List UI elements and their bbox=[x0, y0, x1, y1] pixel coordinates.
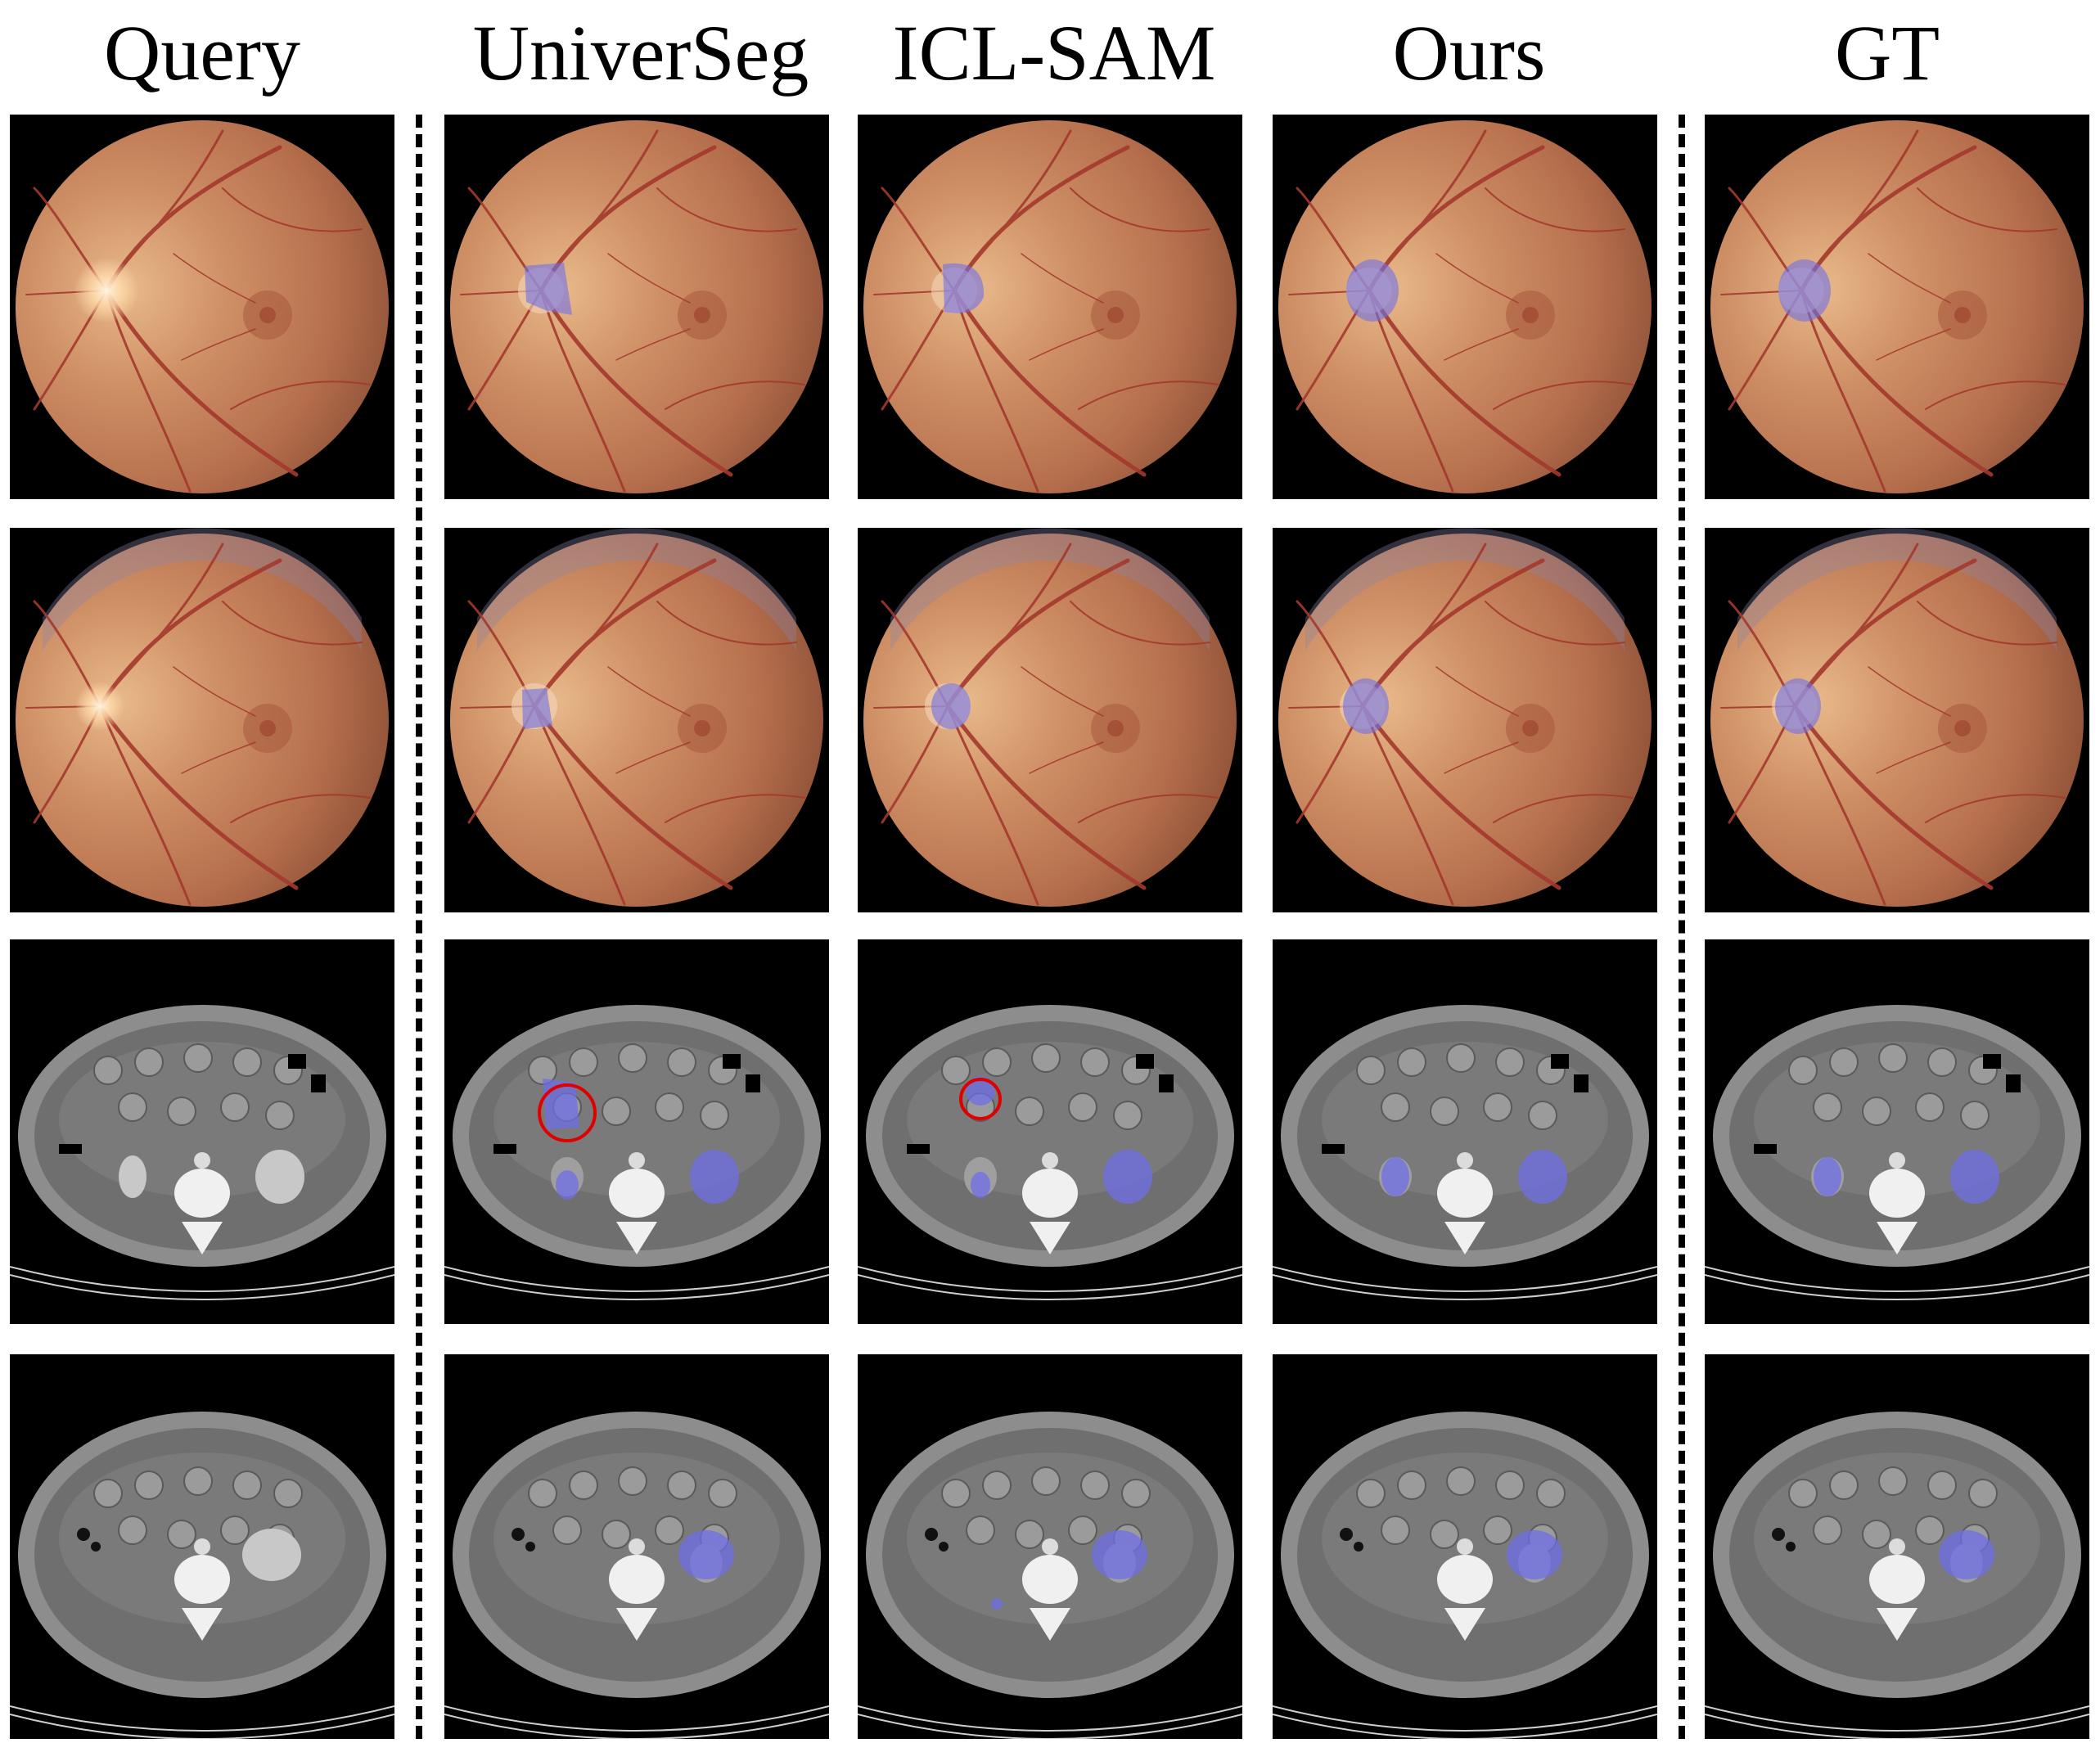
fundus-disc bbox=[863, 120, 1237, 493]
fundus-image bbox=[1710, 120, 2084, 493]
image-ours-row-2 bbox=[1273, 528, 1657, 912]
ct-image bbox=[858, 1005, 1242, 1300]
column-header-universeg: UniverSeg bbox=[472, 9, 809, 97]
column-header-query: Query bbox=[104, 9, 300, 97]
image-ours-row-3 bbox=[1273, 939, 1657, 1324]
fundus-disc bbox=[16, 534, 389, 907]
fundus-image bbox=[1278, 528, 1652, 907]
segmentation-mask bbox=[1778, 259, 1831, 322]
fundus-disc bbox=[863, 534, 1237, 907]
fundus-image bbox=[863, 120, 1237, 493]
image-universeg-row-3 bbox=[444, 939, 829, 1324]
fundus-disc bbox=[1278, 534, 1652, 907]
segmentation-mask bbox=[1507, 1530, 1562, 1579]
ct-image bbox=[1273, 1412, 1657, 1739]
fundus-image bbox=[16, 528, 389, 907]
segmentation-mask bbox=[1343, 678, 1389, 734]
image-gt-row-4 bbox=[1705, 1354, 2089, 1739]
segmentation-mask bbox=[1381, 1150, 1567, 1204]
column-header-ours: Ours bbox=[1392, 9, 1546, 97]
ct-image bbox=[1705, 1412, 2089, 1739]
error-circle bbox=[538, 1083, 597, 1142]
image-icl-sam-row-1 bbox=[858, 115, 1242, 499]
dashed-divider-left bbox=[416, 115, 422, 1739]
segmentation-mask bbox=[1939, 1530, 1994, 1579]
fundus-image bbox=[450, 528, 823, 907]
column-header-icl-sam: ICL-SAM bbox=[892, 9, 1216, 97]
segmentation-mask bbox=[1775, 678, 1821, 734]
fundus-disc bbox=[1710, 120, 2084, 493]
fundus-image bbox=[1278, 120, 1652, 493]
segmentation-mask bbox=[525, 263, 572, 315]
image-query-row-4 bbox=[10, 1354, 394, 1739]
ct-image bbox=[1273, 1005, 1657, 1300]
fundus-disc bbox=[450, 534, 823, 907]
image-gt-row-2 bbox=[1705, 528, 2089, 912]
fundus-disc bbox=[16, 120, 389, 493]
image-gt-row-3 bbox=[1705, 939, 2089, 1324]
fundus-image bbox=[16, 120, 389, 493]
segmentation-mask bbox=[931, 683, 971, 729]
ct-image bbox=[858, 1412, 1242, 1739]
fundus-image bbox=[1710, 528, 2084, 907]
ct-image bbox=[444, 1412, 829, 1739]
image-universeg-row-4 bbox=[444, 1354, 829, 1739]
segmentation-mask bbox=[1814, 1150, 1999, 1204]
segmentation-mask bbox=[1346, 259, 1399, 322]
ct-image bbox=[1705, 1005, 2089, 1300]
ct-image bbox=[444, 1005, 829, 1300]
image-icl-sam-row-2 bbox=[858, 528, 1242, 912]
segmentation-mask bbox=[991, 1530, 1147, 1610]
image-gt-row-1 bbox=[1705, 115, 2089, 499]
fundus-image bbox=[863, 528, 1237, 907]
fundus-disc bbox=[1710, 534, 2084, 907]
image-universeg-row-1 bbox=[444, 115, 829, 499]
ct-image bbox=[10, 1412, 394, 1739]
image-icl-sam-row-4 bbox=[858, 1354, 1242, 1739]
fundus-image bbox=[450, 120, 823, 493]
fundus-disc bbox=[450, 120, 823, 493]
image-ours-row-1 bbox=[1273, 115, 1657, 499]
error-circle bbox=[959, 1078, 1002, 1120]
fundus-disc bbox=[1278, 120, 1652, 493]
image-query-row-3 bbox=[10, 939, 394, 1324]
segmentation-mask bbox=[943, 263, 985, 313]
segmentation-mask bbox=[966, 1076, 1152, 1204]
segmentation-mask bbox=[543, 1079, 739, 1204]
dashed-divider-right bbox=[1679, 115, 1685, 1739]
column-header-gt: GT bbox=[1835, 9, 1940, 97]
image-icl-sam-row-3 bbox=[858, 939, 1242, 1324]
ct-image bbox=[10, 1005, 394, 1300]
image-universeg-row-2 bbox=[444, 528, 829, 912]
image-query-row-2 bbox=[10, 528, 394, 912]
segmentation-mask bbox=[678, 1530, 734, 1579]
segmentation-mask bbox=[522, 688, 552, 729]
image-query-row-1 bbox=[10, 115, 394, 499]
image-ours-row-4 bbox=[1273, 1354, 1657, 1739]
